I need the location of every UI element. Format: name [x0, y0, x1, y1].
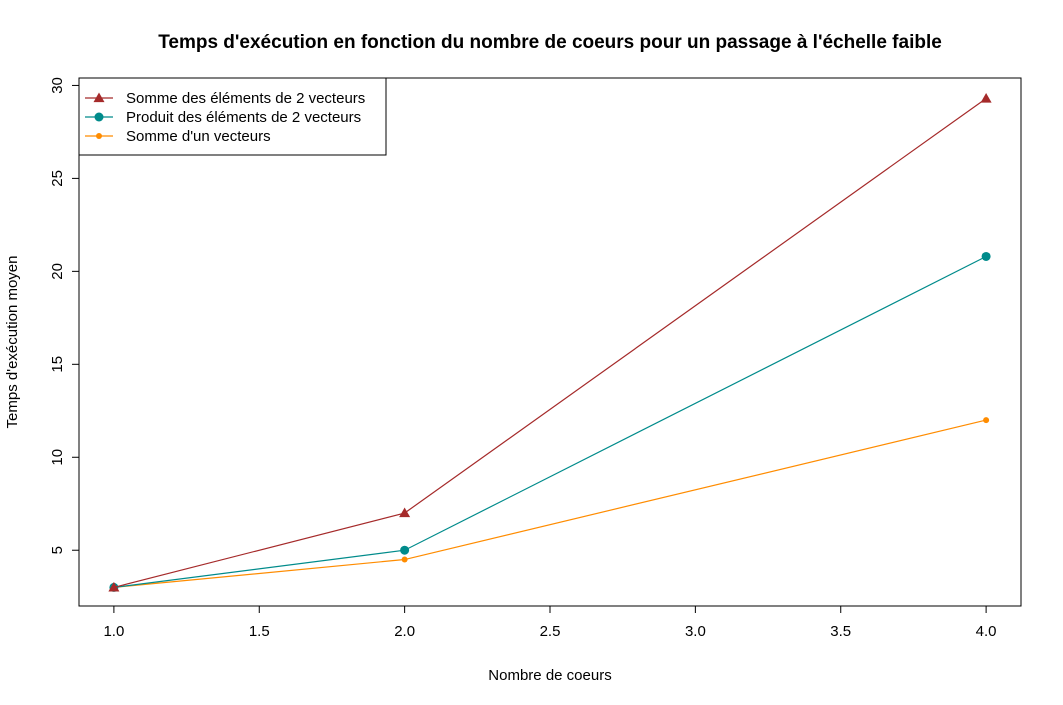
- y-tick-label: 25: [49, 170, 66, 187]
- legend-items: Somme des éléments de 2 vecteurs Produit …: [85, 90, 365, 145]
- data-point: [983, 417, 990, 424]
- legend-item: Somme d'un vecteurs: [85, 128, 271, 145]
- x-tick-label: 1.5: [249, 623, 270, 640]
- legend-label: Somme d'un vecteurs: [126, 128, 271, 145]
- y-tick-label: 10: [49, 449, 66, 466]
- x-tick-label: 4.0: [976, 623, 997, 640]
- series-layer: [108, 92, 992, 592]
- data-point: [399, 507, 411, 518]
- x-tick-label: 1.0: [103, 623, 124, 640]
- legend: Somme des éléments de 2 vecteurs Produit …: [78, 77, 387, 156]
- series-2: [109, 251, 991, 592]
- x-tick-label: 2.5: [540, 623, 561, 640]
- plot-area: [78, 77, 1022, 607]
- legend-label: Produit des éléments de 2 vecteurs: [126, 109, 361, 126]
- y-tick-label: 5: [49, 546, 66, 554]
- y-tick-label: 15: [49, 356, 66, 373]
- data-point: [108, 581, 120, 592]
- legend-swatch-marker: [93, 92, 105, 103]
- x-tick-label: 2.0: [394, 623, 415, 640]
- x-axis-label: Nombre de coeurs: [488, 667, 611, 684]
- legend-item: Somme des éléments de 2 vecteurs: [85, 90, 365, 107]
- x-tick-label: 3.5: [830, 623, 851, 640]
- legend-swatch-marker: [96, 133, 102, 139]
- legend-label: Somme des éléments de 2 vecteurs: [126, 90, 365, 107]
- legend-item: Produit des éléments de 2 vecteurs: [85, 109, 361, 126]
- y-axis-label: Temps d'exécution moyen: [4, 256, 21, 429]
- y-tick-label: 30: [49, 77, 66, 94]
- y-tick-label: 20: [49, 263, 66, 280]
- series-1: [108, 92, 992, 592]
- series-line: [113, 97, 987, 588]
- chart-title: Temps d'exécution en fonction du nombre …: [158, 32, 942, 53]
- series-line: [113, 255, 987, 589]
- data-point: [981, 251, 991, 261]
- data-point: [400, 545, 410, 555]
- x-axis: 1.0 1.5 2.0 2.5 3.0 3.5 4.0: [103, 605, 997, 640]
- y-axis: 5 10 15 20 25 30: [49, 77, 80, 554]
- series-line: [113, 419, 987, 589]
- legend-swatch-marker: [94, 112, 104, 122]
- x-tick-label: 3.0: [685, 623, 706, 640]
- legend-box: [78, 77, 387, 156]
- series-3: [110, 417, 990, 591]
- data-point: [401, 556, 408, 563]
- data-point: [980, 92, 992, 103]
